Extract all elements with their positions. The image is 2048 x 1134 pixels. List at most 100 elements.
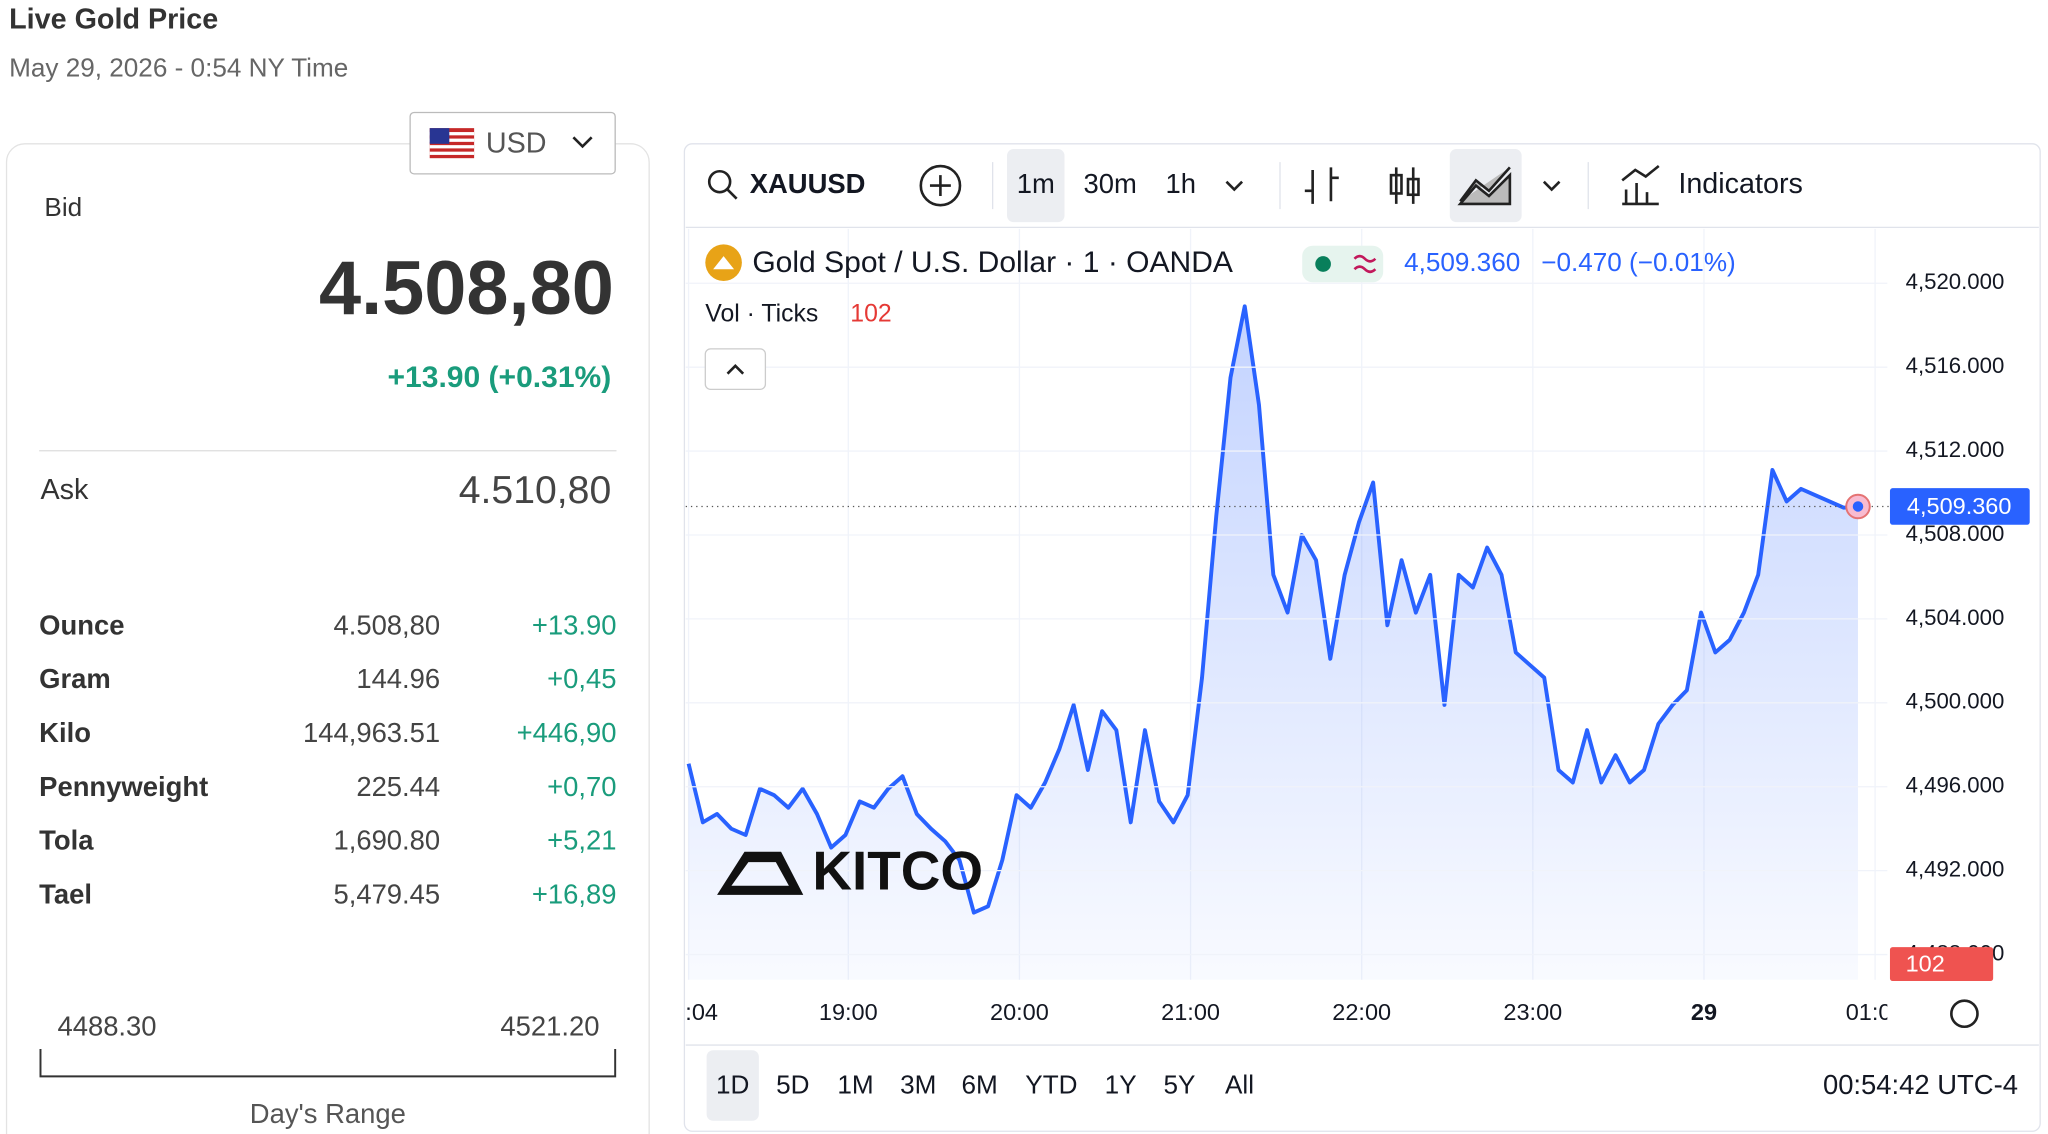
legend-title: Gold Spot / U.S. Dollar · 1 · OANDA [752,246,1233,279]
legend-change: −0.470 (−0.01%) [1541,247,1736,277]
settings-icon[interactable] [1950,999,1979,1029]
volume-badge [1889,947,1994,982]
range-high: 4521.20 [500,1010,599,1041]
interval[interactable]: 1h [1165,168,1195,199]
x-tick-label: 23:00 [1503,999,1562,1025]
watermark: KITCO [812,840,983,902]
active-range-bg [706,1050,759,1121]
ask-price: 4.510,80 [459,469,611,512]
interval[interactable]: 1m [1017,168,1055,199]
x-tick-label: 20:00 [990,999,1049,1025]
currency-label: USD [486,128,547,160]
unit-name: Gram [39,663,111,694]
us-flag [429,128,475,159]
symbol[interactable]: XAUUSD [750,168,866,199]
unit-change: +446,90 [517,717,617,748]
kitco-logo: KITCO [717,840,983,902]
date-range[interactable]: 1D [716,1070,749,1100]
indicators-icon[interactable] [1621,165,1660,206]
price-badge-label: 4,509.360 [1907,493,2012,519]
candle-body [1389,173,1403,195]
legend-last: 4,509.360 [1404,247,1520,277]
unit-name: Ounce [39,609,124,640]
add-symbol[interactable] [919,164,962,207]
indicators-button[interactable]: Indicators [1678,168,1803,200]
range-bracket [39,1048,617,1078]
date-range[interactable]: 3M [900,1070,936,1100]
y-tick-label: 4,516.000 [1906,353,2005,378]
page-subtitle: May 29, 2026 - 0:54 NY Time [9,52,348,82]
unit-change: +13.90 [532,609,617,640]
page-title: Live Gold Price [9,4,218,36]
date-range[interactable]: YTD [1025,1070,1077,1100]
date-ranges: 1D 5D 1M 3M 6M YTD 1Y 5Y All [716,1070,1254,1100]
plot: 18:04 19:00 20:00 21:00 22:00 23:00 29 01:00 4,4… [685,228,2030,1025]
unit-change: +16,89 [532,878,617,909]
x-tick-label: 01:00 [1846,999,1905,1025]
unit-name: Kilo [39,717,91,748]
x-tick-label: 29 [1691,999,1717,1025]
bid-label: Bid [44,192,82,222]
y-tick-label: 4,496.000 [1906,773,2005,798]
symbol-logo-mark [713,256,735,270]
last-point-dot [1852,501,1864,512]
chevron[interactable] [1225,180,1244,192]
date-range[interactable]: 6M [961,1070,997,1100]
range-low: 4488.30 [57,1010,156,1041]
interval[interactable]: 30m [1084,168,1137,199]
unit-price: 1,690.80 [333,825,440,856]
x-tick-label: 19:00 [819,999,878,1025]
data-delay-icon [1353,254,1377,274]
unit-table: Ounce 4.508,80 +13.90 Gram 144.96 +0,45 Kilo 14… [39,609,616,909]
y-tick-label: 4,520.000 [1906,269,2005,294]
chevron[interactable] [1542,180,1561,192]
intervals: 1m 30m 1h [1017,168,1196,199]
y-tick-label: 4,500.000 [1906,689,2005,714]
unit-price: 225.44 [356,771,440,802]
price-badge [1889,488,2030,525]
date-range[interactable]: 5Y [1163,1070,1195,1100]
plus [929,175,951,197]
y-tick-label: 4,504.000 [1906,605,2005,630]
status-dot [1315,256,1331,272]
clock: 00:54:42 UTC-4 [1823,1069,2018,1100]
search-icon-handle [726,188,738,200]
price-line [686,304,1859,915]
active-interval-bg [1007,149,1065,223]
date-range[interactable]: 1M [837,1070,873,1100]
volume-value: 102 [850,300,891,327]
candle-body [1406,177,1420,197]
collapse-button[interactable] [704,348,767,391]
unit-change: +5,21 [547,825,616,856]
unit-change: +0,45 [547,663,616,694]
chevron-up [726,364,745,375]
ask-label: Ask [40,474,89,506]
volume-legend: Vol · Ticks [705,300,818,327]
y-tick-label: 4,512.000 [1906,437,2005,462]
volume-badge-label: 102 [1906,951,1945,977]
bars-icon[interactable] [1304,167,1339,204]
search-icon[interactable] [707,169,732,194]
chevron [572,136,593,149]
market-status[interactable] [1302,245,1384,283]
unit-price: 144,963.51 [303,717,440,748]
x-tick-label: 22:00 [1332,999,1391,1025]
candles-icon[interactable] [1394,167,1415,204]
unit-name: Tola [39,825,94,856]
date-range[interactable]: All [1225,1070,1254,1100]
area-icon[interactable] [1457,166,1512,206]
bid-price: 4.508,80 [319,246,614,331]
plot-area: 18:04 19:00 20:00 21:00 22:00 23:00 29 01:00 [686,228,1905,1025]
date-range[interactable]: 1Y [1105,1070,1137,1100]
unit-price: 5,479.45 [333,878,440,909]
bid-change: +13.90 (+0.31%) [388,361,612,394]
unit-price: 4.508,80 [333,609,440,640]
unit-change: +0,70 [547,771,616,802]
unit-name: Pennyweight [39,771,208,802]
currency-button[interactable] [409,111,616,175]
date-range[interactable]: 5D [776,1070,809,1100]
y-tick-label: 4,508.000 [1906,521,2005,546]
unit-price: 144.96 [356,663,440,694]
unit-name: Tael [39,878,92,909]
